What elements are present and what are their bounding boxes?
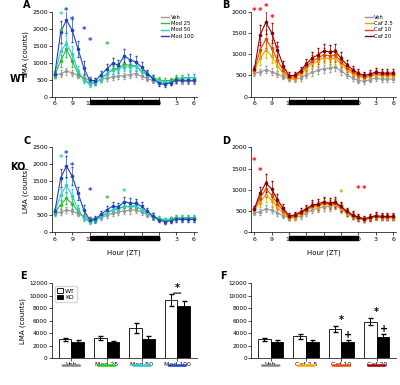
Text: C: C xyxy=(23,136,30,146)
Text: *: * xyxy=(58,28,63,37)
Bar xyxy=(58,339,71,358)
Text: *: * xyxy=(270,13,274,23)
Text: D: D xyxy=(222,136,230,146)
Text: +: + xyxy=(380,324,388,334)
X-axis label: Hour (ZT): Hour (ZT) xyxy=(307,250,341,256)
Text: *: * xyxy=(258,7,262,16)
Text: +: + xyxy=(344,330,352,340)
Text: B: B xyxy=(222,0,230,10)
Bar xyxy=(377,337,390,358)
Bar xyxy=(293,336,306,358)
Text: WT: WT xyxy=(10,74,28,84)
Bar xyxy=(71,342,84,358)
Text: *: * xyxy=(87,187,92,196)
Bar xyxy=(341,342,354,358)
Text: *: * xyxy=(339,189,343,198)
Bar xyxy=(177,306,190,358)
Text: *: * xyxy=(70,16,74,25)
Bar xyxy=(329,329,341,358)
Text: *: * xyxy=(362,185,366,194)
Bar xyxy=(94,338,107,358)
Text: *: * xyxy=(264,3,268,12)
Text: *: * xyxy=(356,185,361,194)
Text: *: * xyxy=(105,41,109,50)
Bar xyxy=(306,342,319,358)
Text: *: * xyxy=(252,7,257,16)
Text: F: F xyxy=(220,271,226,281)
Text: *: * xyxy=(64,150,69,159)
Text: KO: KO xyxy=(10,162,25,172)
Bar xyxy=(107,342,119,358)
Text: *: * xyxy=(374,307,379,317)
Text: *: * xyxy=(258,167,262,176)
Legend: WT, KO: WT, KO xyxy=(55,286,77,302)
Bar xyxy=(142,339,155,358)
Legend: Veh, Mod 25, Mod 50, Mod 100: Veh, Mod 25, Mod 50, Mod 100 xyxy=(160,14,194,39)
Y-axis label: LMA (counts): LMA (counts) xyxy=(20,298,26,343)
Text: *: * xyxy=(58,11,63,20)
X-axis label: Hour (ZT): Hour (ZT) xyxy=(107,250,141,256)
Y-axis label: LMA (counts): LMA (counts) xyxy=(23,167,30,213)
Text: *: * xyxy=(275,45,280,54)
Text: *: * xyxy=(252,157,257,166)
Text: *: * xyxy=(64,7,69,16)
Bar xyxy=(364,322,377,358)
Text: E: E xyxy=(20,271,27,281)
Text: *: * xyxy=(105,195,109,204)
Text: *: * xyxy=(175,283,180,293)
Text: *: * xyxy=(70,162,74,171)
Y-axis label: LMA (counts): LMA (counts) xyxy=(23,31,30,77)
Bar xyxy=(258,339,271,358)
Text: *: * xyxy=(87,37,92,45)
Text: A: A xyxy=(23,0,30,10)
Text: *: * xyxy=(339,315,344,325)
Bar xyxy=(271,342,284,358)
Bar xyxy=(164,300,177,358)
Text: *: * xyxy=(122,188,126,197)
Text: *: * xyxy=(82,27,86,35)
Legend: Veh, Caf 2.5, Caf 10, Caf 20: Veh, Caf 2.5, Caf 10, Caf 20 xyxy=(364,14,393,39)
Bar xyxy=(129,328,142,358)
Text: *: * xyxy=(58,154,63,163)
